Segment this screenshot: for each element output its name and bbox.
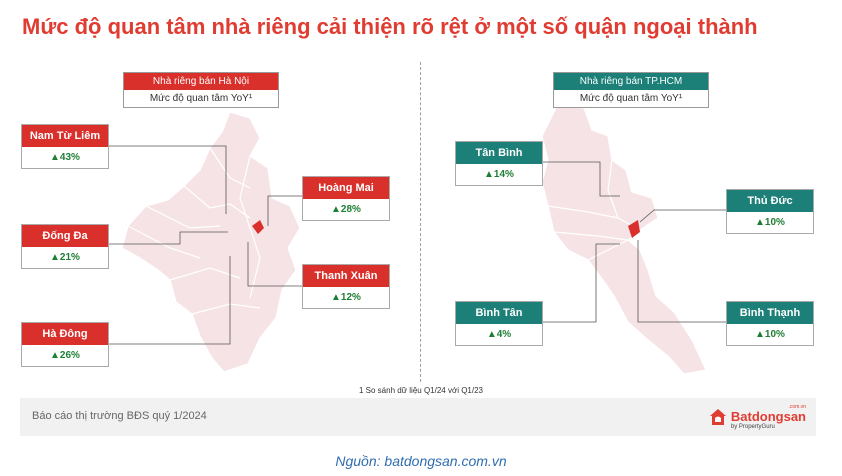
district-change: ▲43% — [22, 147, 108, 168]
hanoi-legend: Nhà riêng bán Hà Nội Mức độ quan tâm YoY… — [123, 72, 279, 108]
hcm-map — [541, 103, 707, 375]
hanoi-legend-header: Nhà riêng bán Hà Nội — [124, 73, 278, 90]
footer-bar: Báo cáo thị trường BĐS quý 1/2024 .com.v… — [20, 398, 816, 436]
district-tag-binh-tan: Bình Tân ▲4% — [455, 301, 543, 346]
hcm-center-highlight — [628, 220, 640, 238]
district-change: ▲14% — [456, 164, 542, 185]
district-name: Bình Tân — [456, 302, 542, 324]
source-caption: Nguồn: batdongsan.com.vn — [335, 453, 507, 469]
district-tag-ha-dong: Hà Đông ▲26% — [21, 322, 109, 367]
district-name: Nam Từ Liêm — [22, 125, 108, 147]
district-name: Thanh Xuân — [303, 265, 389, 287]
district-change: ▲12% — [303, 287, 389, 308]
district-tag-binh-thanh: Bình Thạnh ▲10% — [726, 301, 814, 346]
district-tag-dong-da: Đống Đa ▲21% — [21, 224, 109, 269]
center-divider — [420, 62, 421, 382]
report-label: Báo cáo thị trường BĐS quý 1/2024 — [32, 410, 207, 422]
hcm-legend: Nhà riêng bán TP.HCM Mức độ quan tâm YoY… — [553, 72, 709, 108]
district-name: Tân Bình — [456, 142, 542, 164]
logo-subtitle: by PropertyGuru — [730, 423, 775, 430]
district-name: Hà Đông — [22, 323, 108, 345]
house-logo-icon — [709, 409, 726, 425]
district-change: ▲26% — [22, 345, 108, 366]
footnote: 1 So sánh dữ liệu Q1/24 với Q1/23 — [358, 386, 483, 395]
page-title: Mức độ quan tâm nhà riêng cải thiện rõ r… — [22, 14, 758, 39]
district-tag-tan-binh: Tân Bình ▲14% — [455, 141, 543, 186]
hanoi-legend-subtitle: Mức độ quan tâm YoY¹ — [149, 93, 253, 104]
hcm-legend-header: Nhà riêng bán TP.HCM — [554, 73, 708, 90]
district-change: ▲21% — [22, 247, 108, 268]
hanoi-map — [121, 111, 301, 373]
logo-name: Batdongsan — [730, 408, 806, 424]
district-tag-thu-duc: Thủ Đức ▲10% — [726, 189, 814, 234]
district-change: ▲4% — [456, 324, 542, 345]
hoang-mai-highlight — [252, 220, 264, 234]
district-name: Thủ Đức — [727, 190, 813, 212]
district-name: Bình Thạnh — [727, 302, 813, 324]
district-tag-hoang-mai: Hoàng Mai ▲28% — [302, 176, 390, 221]
logo-domain: .com.vn — [788, 403, 806, 410]
district-change: ▲10% — [727, 324, 813, 345]
district-tag-thanh-xuan: Thanh Xuân ▲12% — [302, 264, 390, 309]
district-change: ▲10% — [727, 212, 813, 233]
batdongsan-logo: .com.vn Batdongsan by PropertyGuru — [709, 404, 806, 430]
district-change: ▲28% — [303, 199, 389, 220]
district-name: Hoàng Mai — [303, 177, 389, 199]
district-name: Đống Đa — [22, 225, 108, 247]
hcm-legend-subtitle: Mức độ quan tâm YoY¹ — [579, 93, 683, 104]
district-tag-nam-tu-liem: Nam Từ Liêm ▲43% — [21, 124, 109, 169]
